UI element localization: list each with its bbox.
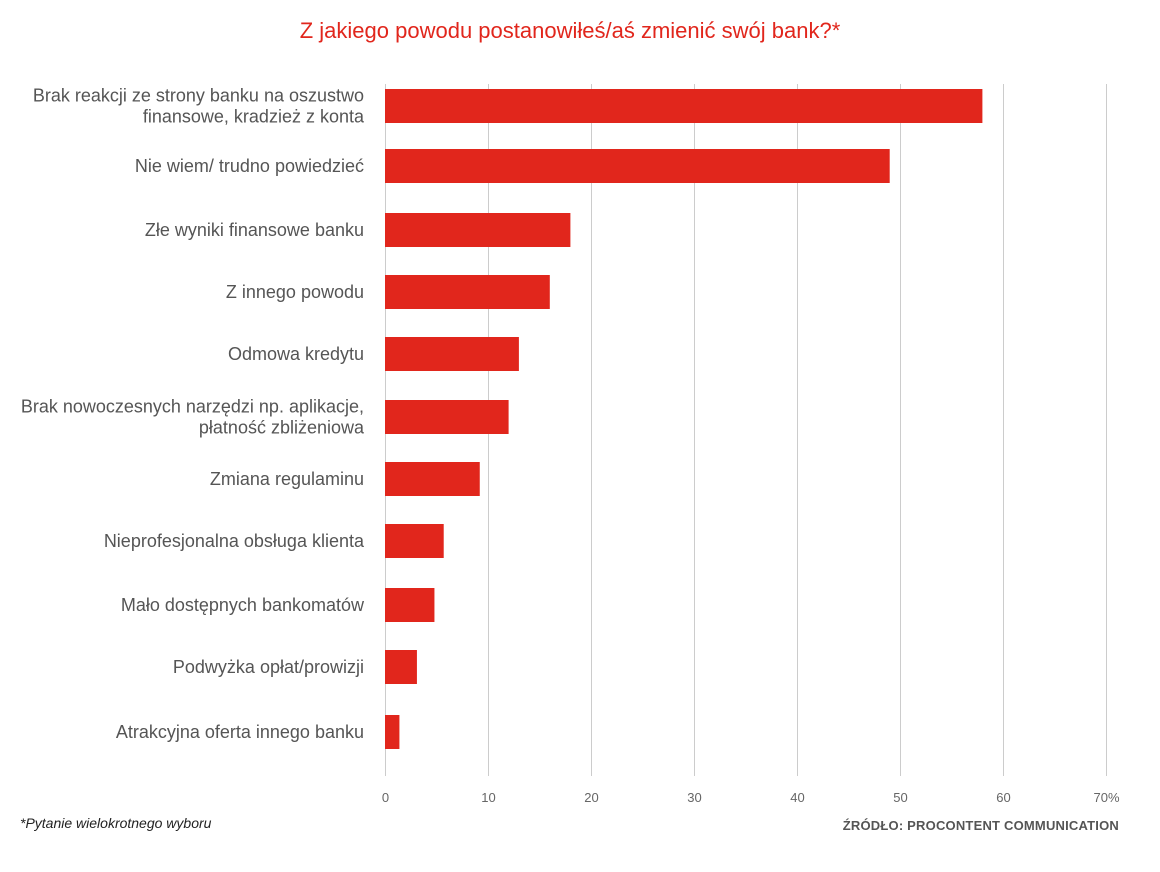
category-label: Zmiana regulaminu <box>210 469 364 489</box>
category-label: Brak nowoczesnych narzędzi np. aplikacje… <box>21 397 364 417</box>
x-tick-label: 50 <box>893 790 907 805</box>
x-tick-label: 0 <box>382 790 389 805</box>
bar <box>385 650 417 684</box>
bar <box>385 275 550 309</box>
category-label: Podwyżka opłat/prowizji <box>173 657 364 677</box>
x-tick-label: 30 <box>687 790 701 805</box>
x-tick-label: 10 <box>481 790 495 805</box>
bar <box>385 149 890 183</box>
category-label: Brak reakcji ze strony banku na oszustwo <box>33 86 364 106</box>
footnote: *Pytanie wielokrotnego wyboru <box>20 815 212 831</box>
category-label: Nie wiem/ trudno powiedzieć <box>135 156 364 176</box>
category-label: finansowe, kradzież z konta <box>143 107 365 127</box>
bar <box>385 213 571 247</box>
category-label: Atrakcyjna oferta innego banku <box>116 722 364 742</box>
bar <box>385 400 509 434</box>
bar <box>385 337 519 371</box>
category-label: Mało dostępnych bankomatów <box>121 595 365 615</box>
category-label: Nieprofesjonalna obsługa klienta <box>104 531 365 551</box>
bar <box>385 588 435 622</box>
category-label: Złe wyniki finansowe banku <box>145 220 364 240</box>
x-tick-label: 70% <box>1093 790 1119 805</box>
source-label: ŹRÓDŁO: PROCONTENT COMMUNICATION <box>842 818 1119 833</box>
category-label: Odmowa kredytu <box>228 344 364 364</box>
chart-title: Z jakiego powodu postanowiłeś/aś zmienić… <box>299 18 841 43</box>
x-tick-label: 20 <box>584 790 598 805</box>
bar <box>385 524 444 558</box>
category-label: płatność zbliżeniowa <box>199 418 365 438</box>
bar <box>385 89 983 123</box>
x-tick-label: 40 <box>790 790 804 805</box>
bar <box>385 715 400 749</box>
category-label: Z innego powodu <box>226 282 364 302</box>
x-tick-label: 60 <box>996 790 1010 805</box>
bar <box>385 462 480 496</box>
